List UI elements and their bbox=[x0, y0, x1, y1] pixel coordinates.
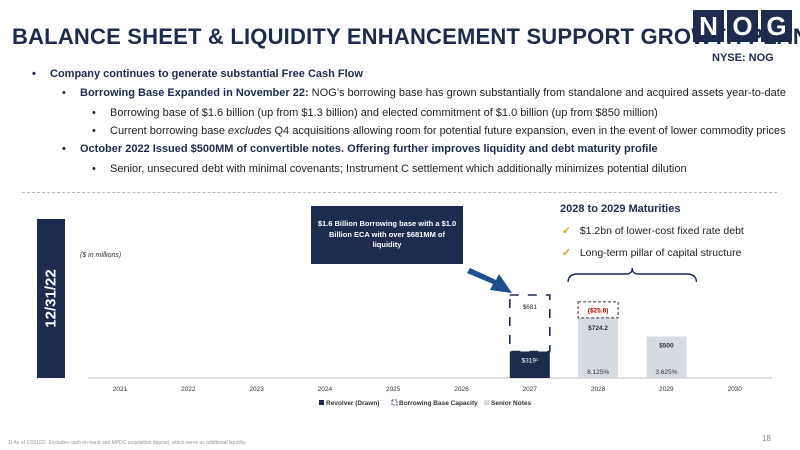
bullet-text: Borrowing base of $1.6 billion (up from … bbox=[110, 107, 658, 119]
legend-swatch-revolver bbox=[319, 400, 324, 405]
unit-note: ($ in millions) bbox=[80, 252, 122, 259]
x-tick-label: 2028 bbox=[591, 386, 606, 393]
rate-label: 3.625% bbox=[655, 369, 677, 376]
bar-revolver-drawn bbox=[509, 351, 550, 378]
ticker-label: NYSE: NOG bbox=[712, 52, 774, 64]
bullet-text: Senior, unsecured debt with minimal cove… bbox=[110, 163, 687, 175]
data-label: $319¹ bbox=[521, 358, 538, 365]
x-tick-label: 2026 bbox=[454, 386, 469, 393]
maturity-item: ✓ $1.2bn of lower-cost fixed rate debt bbox=[562, 225, 744, 237]
x-tick-label: 2021 bbox=[113, 386, 128, 393]
bullet-emphasis: excludes bbox=[228, 125, 272, 137]
bullet-item: • Company continues to generate substanti… bbox=[32, 68, 363, 80]
reduction-box bbox=[577, 301, 619, 319]
bullet-item: • October 2022 Issued $500MM of convertib… bbox=[62, 143, 658, 155]
date-side-label: 12/31/22 bbox=[37, 219, 65, 378]
callout-text: $1.6 Billion Borrowing base with a $1.0 … bbox=[317, 219, 457, 250]
maturities-title: 2028 to 2029 Maturities bbox=[560, 203, 681, 215]
bullet-text: NOG’s borrowing base has grown substanti… bbox=[308, 87, 786, 99]
legend-swatch-capacity bbox=[391, 399, 398, 406]
bullet-item: • Borrowing Base Expanded in November 22:… bbox=[62, 87, 786, 99]
page-number: 18 bbox=[762, 434, 771, 443]
x-tick-label: 2023 bbox=[249, 386, 264, 393]
bullet-bold-text: Borrowing Base Expanded in November 22: bbox=[80, 87, 309, 99]
bullet-text: Company continues to generate substantia… bbox=[50, 68, 363, 80]
bullet-item: • Senior, unsecured debt with minimal cov… bbox=[92, 163, 687, 175]
checkmark-icon: ✓ bbox=[562, 225, 571, 237]
bullet-text: Q4 acquisitions allowing room for potent… bbox=[271, 125, 786, 137]
maturity-brace bbox=[567, 267, 698, 283]
bar-senior-notes bbox=[646, 336, 687, 378]
bullet-item: • Current borrowing base excludes Q4 acqu… bbox=[92, 125, 786, 137]
logo-letter: G bbox=[761, 10, 792, 42]
maturity-item: ✓ Long-term pillar of capital structure bbox=[562, 247, 741, 259]
rate-label: 8.125% bbox=[587, 369, 609, 376]
bullet-item: • Borrowing base of $1.6 billion (up from… bbox=[92, 107, 658, 119]
x-tick-label: 2022 bbox=[181, 386, 196, 393]
logo-letter: O bbox=[727, 10, 758, 42]
data-label: $500 bbox=[659, 343, 674, 350]
legend-label: Borrowing Base Capacity bbox=[399, 400, 478, 407]
callout-arrow-icon bbox=[467, 268, 512, 293]
liquidity-callout: $1.6 Billion Borrowing base with a $1.0 … bbox=[311, 206, 463, 264]
x-tick-label: 2024 bbox=[318, 386, 333, 393]
x-tick-label: 2027 bbox=[523, 386, 538, 393]
bullet-text: Current borrowing base bbox=[110, 125, 229, 137]
reduction-label: ($25.8) bbox=[588, 307, 609, 314]
nog-logo: N O G bbox=[693, 10, 792, 42]
section-divider bbox=[22, 192, 777, 193]
maturity-text: Long-term pillar of capital structure bbox=[579, 247, 742, 259]
legend-label: Senior Notes bbox=[491, 400, 531, 407]
x-tick-label: 2029 bbox=[659, 386, 674, 393]
legend-swatch-senior-notes bbox=[484, 400, 489, 405]
x-tick-label: 2030 bbox=[727, 386, 742, 393]
page-title: BALANCE SHEET & LIQUIDITY ENHANCEMENT SU… bbox=[12, 24, 800, 49]
checkmark-icon: ✓ bbox=[562, 247, 571, 259]
data-label: $724.2 bbox=[588, 325, 608, 332]
data-label: $681 bbox=[523, 304, 538, 311]
bar-borrowing-capacity bbox=[508, 294, 551, 353]
bullet-text: October 2022 Issued $500MM of convertibl… bbox=[80, 143, 658, 155]
maturity-text: $1.2bn of lower-cost fixed rate debt bbox=[579, 225, 744, 237]
legend-label: Revolver (Drawn) bbox=[326, 400, 379, 407]
bar-senior-notes bbox=[578, 317, 619, 378]
logo-letter: N bbox=[693, 10, 724, 42]
x-tick-label: 2025 bbox=[386, 386, 401, 393]
footnote: 1) As of 12/31/22. Excludes cash on-hand… bbox=[8, 440, 246, 446]
